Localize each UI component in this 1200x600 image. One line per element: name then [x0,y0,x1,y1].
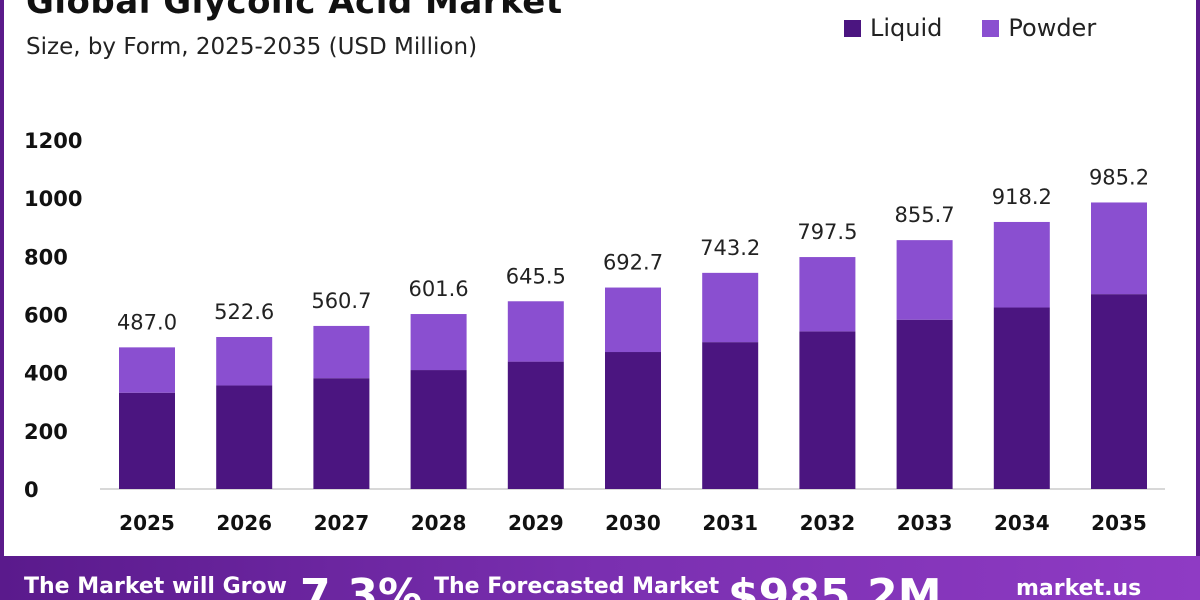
x-tick-label: 2033 [897,511,953,535]
data-label-total: 601.6 [409,277,469,301]
chart-subtitle: Size, by Form, 2025-2035 (USD Million) [26,34,478,60]
data-label-total: 487.0 [117,310,177,334]
data-label-total: 645.5 [506,264,566,288]
footer-forecast-text: The Forecasted Market [434,574,720,599]
bar-powder-2027 [313,325,370,379]
legend-swatch-powder [982,19,1000,37]
legend-item-powder: Powder [982,14,1096,42]
bar-liquid-2034 [993,307,1050,489]
x-tick-label: 2028 [411,511,467,535]
y-tick-label: 0 [24,478,39,502]
bar-powder-2034 [993,221,1050,308]
x-tick-label: 2027 [314,511,370,535]
bar-liquid-2030 [605,352,661,489]
data-label-total: 560.7 [311,289,371,313]
bar-powder-2032 [799,257,856,332]
bar-powder-2031 [702,272,759,343]
footer-banner: The Market will Grow 7.3% The Forecasted… [0,556,1200,600]
bar-liquid-2028 [410,370,467,489]
bar-liquid-2029 [507,361,564,489]
bar-liquid-2031 [702,342,759,489]
y-tick-label: 400 [24,362,68,386]
y-tick-label: 1200 [24,129,82,153]
data-label-total: 743.2 [700,236,760,260]
bar-powder-2025 [119,347,175,393]
x-tick-label: 2035 [1091,511,1147,535]
x-tick-label: 2025 [119,511,175,535]
footer-forecast-value: $985.2M [728,570,942,600]
footer-brand-text: market.us [1016,576,1142,600]
bar-chart: 0 200 400 600 800 1000 1200 487.0 2025 522.6 2026 5… [24,129,1165,535]
bar-liquid-2025 [119,392,175,489]
chart-title: Global Glycolic Acid Market [26,0,563,22]
legend-swatch-liquid [844,19,861,37]
y-tick-label: 200 [24,420,68,444]
legend-item-liquid: Liquid [844,14,942,42]
bar-powder-2030 [605,287,661,353]
legend-label-powder: Powder [1008,14,1097,42]
x-tick-label: 2030 [605,511,661,535]
bar-liquid-2026 [216,385,273,489]
data-label-total: 855.7 [895,203,955,227]
bar-powder-2033 [896,240,953,320]
data-label-total: 797.5 [797,220,857,244]
bar-powder-2035 [1091,202,1147,295]
bar-powder-2026 [216,337,273,386]
x-tick-label: 2032 [800,511,856,535]
bar-powder-2029 [507,301,564,362]
x-tick-label: 2034 [994,511,1050,535]
bar-liquid-2033 [896,319,953,489]
footer-cagr-value: 7.3% [300,570,423,600]
legend: Liquid Powder [844,14,1096,42]
bar-liquid-2032 [799,331,856,489]
y-tick-label: 1000 [24,187,82,211]
data-label-total: 692.7 [603,251,663,275]
data-label-total: 918.2 [992,185,1052,209]
bar-powder-2028 [410,314,467,371]
footer-grow-text: The Market will Grow [24,574,287,599]
legend-label-liquid: Liquid [870,14,943,42]
data-label-total: 522.6 [214,300,274,324]
x-tick-label: 2026 [216,511,272,535]
data-label-total: 985.2 [1089,165,1149,189]
bar-liquid-2027 [313,378,370,489]
x-tick-label: 2031 [702,511,758,535]
x-tick-label: 2029 [508,511,564,535]
y-tick-label: 600 [24,304,68,328]
bar-liquid-2035 [1091,294,1147,489]
y-tick-label: 800 [24,245,68,269]
